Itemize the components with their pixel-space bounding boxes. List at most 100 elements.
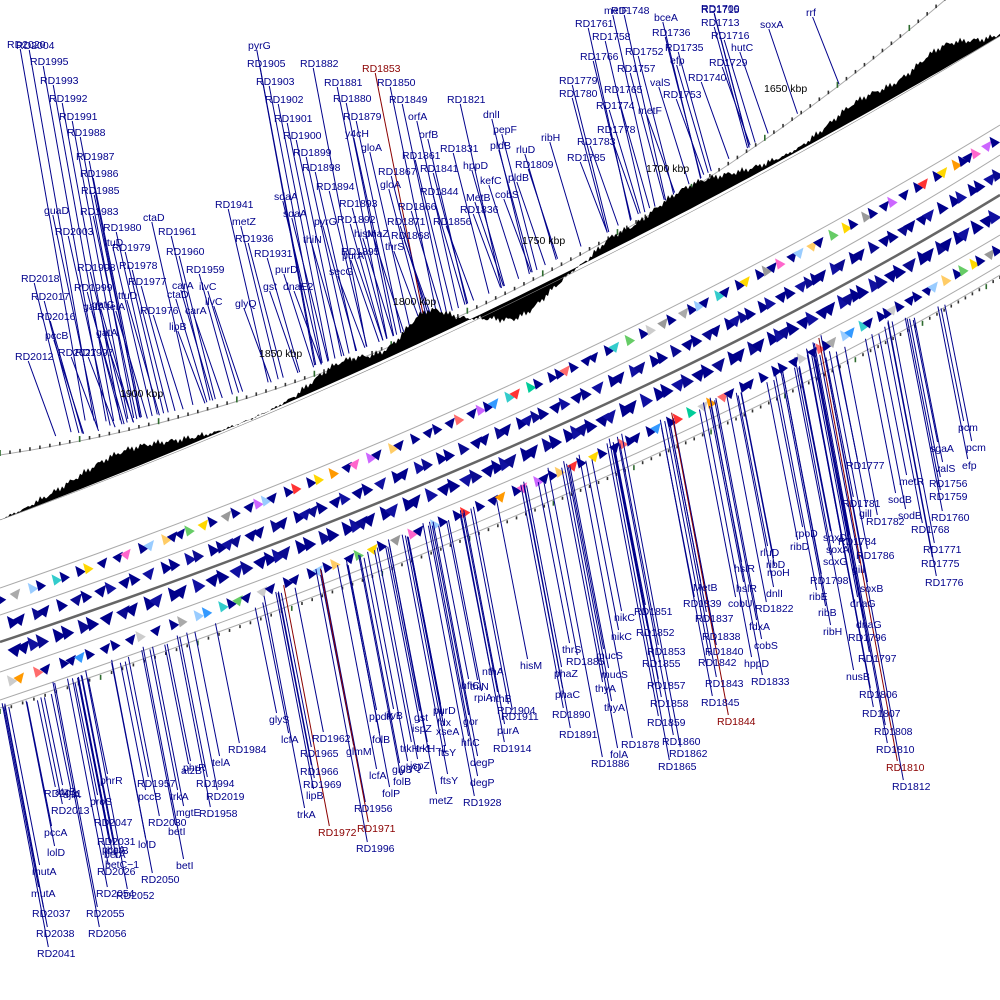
gene-arrow xyxy=(862,317,873,329)
inner-gene-label: RD1810 xyxy=(876,744,915,756)
inner-gene-label: trkH−1 xyxy=(400,743,431,755)
outer-gene-label: RD1893 xyxy=(339,198,378,210)
inner-connector xyxy=(904,317,943,512)
outer-gene-label: gatC xyxy=(92,299,115,311)
gene-arrow xyxy=(708,324,721,338)
gc-baseline xyxy=(0,35,1000,521)
gene-arrow xyxy=(587,351,598,364)
gene-arrow xyxy=(570,391,583,404)
gene-arrow xyxy=(58,657,70,669)
outer-connector xyxy=(282,200,322,365)
gene-arrow xyxy=(218,601,229,613)
scale-tick xyxy=(515,516,518,520)
gene-arrow xyxy=(9,588,21,600)
inner-gene-label: RD2050 xyxy=(141,874,180,886)
outer-connector xyxy=(488,184,520,279)
gene-arrow xyxy=(51,574,62,586)
scale-tick xyxy=(543,504,546,508)
gene-arrow xyxy=(537,407,550,421)
scale-tick xyxy=(301,602,303,606)
scale-tick xyxy=(579,252,581,256)
gene-arrow xyxy=(786,321,800,336)
inner-connector xyxy=(715,398,763,640)
gene-arrow xyxy=(271,548,286,564)
scale-tick xyxy=(926,12,928,16)
scale-tick xyxy=(579,488,582,492)
gene-arrow xyxy=(574,422,588,437)
outer-connector xyxy=(713,26,749,149)
inner-gene-label: pccA xyxy=(44,827,67,839)
gene-arrow xyxy=(660,383,674,399)
gene-arrow xyxy=(932,170,943,182)
gene-arrow xyxy=(902,257,916,273)
inner-connector xyxy=(4,703,48,928)
gene-arrow xyxy=(504,391,515,403)
outer-gene-label: RD1761 xyxy=(575,18,614,30)
outer-connector xyxy=(277,103,330,361)
outer-gene-label: RD1867 xyxy=(378,166,417,178)
inner-connector xyxy=(621,433,681,748)
inner-connector xyxy=(608,438,670,761)
outer-connector xyxy=(180,289,214,401)
scale-tick xyxy=(66,686,69,690)
scale-tick xyxy=(971,292,974,296)
outer-gene-label: RD1841 xyxy=(420,163,459,175)
inner-gene-label: lipB xyxy=(306,790,324,802)
outer-connector xyxy=(27,360,57,437)
scale-tick xyxy=(921,320,924,326)
outer-gene-label: RD1740 xyxy=(688,72,727,84)
outer-gene-label: rluD xyxy=(516,144,536,156)
inner-gene-label: fdx xyxy=(437,717,452,729)
inner-connector xyxy=(127,656,160,817)
gene-arrow xyxy=(328,495,341,509)
scale-tick xyxy=(0,709,1,714)
gene-arrow xyxy=(562,428,577,443)
inner-connector xyxy=(470,508,509,705)
outer-gene-label: thrS xyxy=(385,241,404,253)
outer-connector xyxy=(427,138,468,305)
gene-arrow xyxy=(917,178,928,190)
gene-arrow xyxy=(69,593,82,607)
inner-gene-label: RD1858 xyxy=(650,698,689,710)
scale-tick xyxy=(532,277,535,281)
scale-tick xyxy=(197,640,199,646)
outer-connector xyxy=(328,190,368,347)
gene-arrow xyxy=(796,352,808,365)
gene-arrow xyxy=(192,549,205,563)
gene-arrow xyxy=(110,639,121,652)
gene-arrow xyxy=(424,487,439,503)
scale-tick xyxy=(494,296,497,300)
scale-tick xyxy=(735,417,737,421)
scale-tick xyxy=(809,104,812,108)
inner-gene-label: RD1776 xyxy=(925,577,964,589)
gene-arrow xyxy=(509,388,520,400)
gene-arrow xyxy=(167,587,182,602)
inner-connector xyxy=(547,467,603,758)
scale-tick xyxy=(831,369,834,373)
gene-arrow xyxy=(519,447,534,462)
outer-connector xyxy=(140,285,176,412)
scale-tick xyxy=(957,300,960,304)
inner-connector xyxy=(463,510,506,725)
gene-arrow xyxy=(970,148,982,160)
outer-gene-label: sdaA xyxy=(274,191,298,203)
inner-gene-label: ribB xyxy=(818,607,837,619)
inner-gene-label: RD1775 xyxy=(921,558,960,570)
gene-arrow xyxy=(85,616,100,632)
gene-arrow xyxy=(575,457,587,469)
outer-gene-label: RD1976 xyxy=(140,305,179,317)
gene-arrow xyxy=(623,399,637,415)
gene-arrow xyxy=(338,492,351,506)
inner-connector xyxy=(26,701,53,827)
scale-tick xyxy=(570,492,573,496)
outer-gene-label: RD1861 xyxy=(402,150,441,162)
inner-gene-label: degP xyxy=(470,777,495,789)
outer-connector xyxy=(604,40,646,213)
inner-gene-label: RD2019 xyxy=(206,791,245,803)
inner-gene-label: thrS xyxy=(562,644,581,656)
outer-gene-label: RD1716 xyxy=(711,30,750,42)
gene-arrow xyxy=(525,381,537,393)
inner-gene-label: RD1781 xyxy=(842,498,881,510)
inner-gene-label: rpiA xyxy=(474,692,493,704)
